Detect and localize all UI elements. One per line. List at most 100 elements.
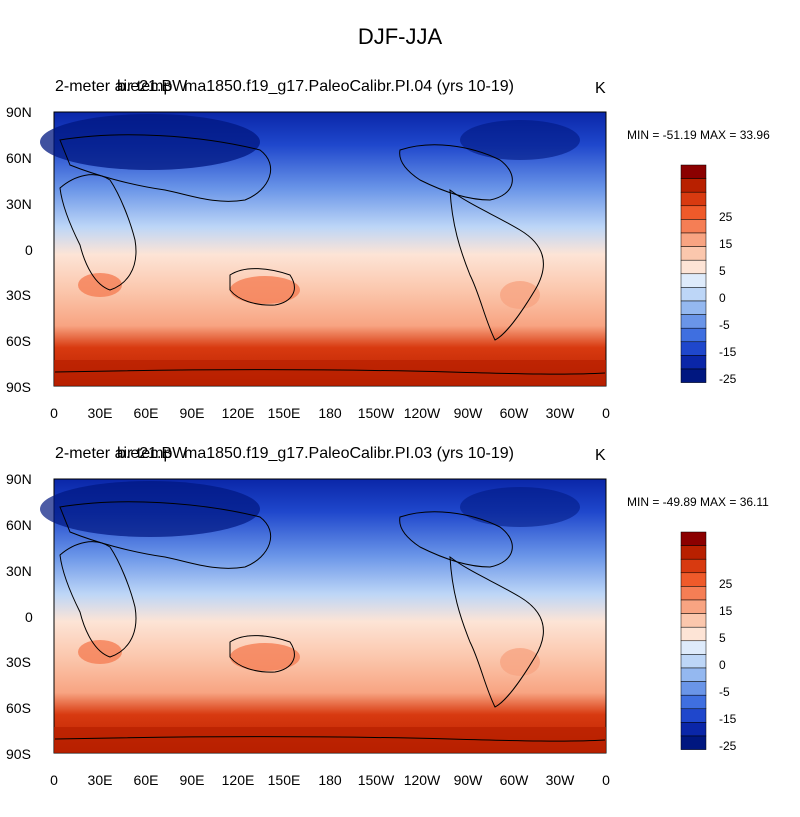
- lat-label: 0: [25, 242, 33, 258]
- colorbar: [680, 531, 707, 750]
- lon-label: 90E: [180, 772, 205, 788]
- lon-label: 150W: [358, 405, 395, 421]
- cold-region-eurasia: [40, 114, 260, 170]
- colorbar-label: 25: [719, 210, 733, 224]
- colorbar-label: 0: [719, 658, 726, 672]
- colorbar-swatch: [680, 273, 707, 288]
- lon-label: 120W: [404, 405, 441, 421]
- colorbar-labels: 25 15 5 0 -5 -15 -25: [719, 210, 737, 386]
- colorbar-swatch: [680, 355, 707, 370]
- lon-label: 30W: [546, 772, 576, 788]
- colorbar-swatch: [680, 246, 707, 261]
- colorbar: [680, 164, 707, 383]
- longitude-axis: 0 30E 60E 90E 120E 150E 180 150W 120W 90…: [50, 772, 610, 788]
- colorbar-swatch: [680, 667, 707, 682]
- colorbar-label: 15: [719, 237, 733, 251]
- colorbar-swatch: [680, 681, 707, 696]
- lon-label: 0: [602, 772, 610, 788]
- colorbar-labels: 25 15 5 0 -5 -15 -25: [719, 577, 737, 753]
- colorbar-swatch: [680, 314, 707, 329]
- colorbar-swatch: [680, 205, 707, 220]
- min-max-label: MIN = -51.19 MAX = 33.96: [627, 128, 770, 142]
- colorbar-swatch: [680, 572, 707, 587]
- longitude-axis: 0 30E 60E 90E 120E 150E 180 150W 120W 90…: [50, 405, 610, 421]
- colorbar-label: 15: [719, 604, 733, 618]
- lon-label: 30E: [88, 772, 113, 788]
- colorbar-label: 5: [719, 631, 726, 645]
- latitude-axis: 90N 60N 30N 0 30S 60S 90S: [6, 104, 33, 395]
- colorbar-label: 0: [719, 291, 726, 305]
- coastlines: [54, 134, 606, 375]
- lon-label: 120E: [222, 772, 255, 788]
- lat-label: 90S: [6, 746, 31, 762]
- lat-label: 30S: [6, 287, 31, 303]
- colorbar-swatch: [680, 694, 707, 710]
- colorbar-swatch: [680, 599, 707, 614]
- lat-label: 30S: [6, 654, 31, 670]
- colorbar-swatch: [680, 640, 707, 655]
- colorbar-swatch: [680, 708, 707, 723]
- warm-region-south-america: [500, 281, 540, 309]
- min-max-label: MIN = -49.89 MAX = 36.11: [627, 495, 769, 509]
- lat-label: 60N: [6, 150, 32, 166]
- colorbar-label: 5: [719, 264, 726, 278]
- lon-label: 150E: [268, 405, 301, 421]
- lon-label: 0: [602, 405, 610, 421]
- colorbar-swatch: [680, 586, 707, 601]
- colorbar-swatch: [680, 531, 707, 546]
- colorbar-label: -5: [719, 318, 730, 332]
- warm-region-south-africa: [78, 273, 122, 297]
- warm-region-australia: [230, 643, 300, 671]
- colorbar-swatch: [680, 626, 707, 642]
- case-label: ma1850.f19_g17.PaleoCalibr.PI.03 (yrs 10…: [184, 445, 514, 462]
- variable-label: 2-meter air temp: [55, 445, 173, 462]
- lat-label: 60N: [6, 517, 32, 533]
- colorbar-swatch: [680, 232, 707, 247]
- temperature-map: 90N 60N 30N 0 30S 60S 90S 0 30E 60E 90E …: [6, 104, 737, 421]
- lon-label: 180: [318, 772, 342, 788]
- colorbar-swatch: [680, 613, 707, 628]
- colorbar-label: 25: [719, 577, 733, 591]
- cold-region-north-america: [460, 487, 580, 527]
- colorbar-swatch: [680, 545, 707, 560]
- colorbar-swatch: [680, 558, 707, 574]
- cold-region-eurasia: [40, 481, 260, 537]
- warm-region-australia: [230, 276, 300, 304]
- lon-label: 0: [50, 405, 58, 421]
- colorbar-swatch: [680, 735, 707, 750]
- lon-label: 90W: [454, 405, 484, 421]
- lon-label: 120E: [222, 405, 255, 421]
- lon-label: 180: [318, 405, 342, 421]
- colorbar-swatch: [680, 327, 707, 343]
- colorbar-swatch: [680, 287, 707, 302]
- warm-region-antarctica: [54, 727, 606, 753]
- colorbar-swatch: [680, 178, 707, 193]
- units-label: K: [595, 80, 606, 97]
- lon-label: 60W: [500, 772, 530, 788]
- colorbar-label: -25: [719, 739, 737, 753]
- cold-region-north-america: [460, 120, 580, 160]
- lon-label: 90E: [180, 405, 205, 421]
- warm-region-antarctica: [54, 360, 606, 386]
- lat-label: 60S: [6, 700, 31, 716]
- map-panel-1: 2-meter air temp b.e21.BW ma1850.f19_g17…: [0, 78, 800, 450]
- case-label: ma1850.f19_g17.PaleoCalibr.PI.04 (yrs 10…: [184, 78, 514, 95]
- warm-region-south-america: [500, 648, 540, 676]
- case-prefix-label: b.e21.BW: [117, 445, 188, 462]
- colorbar-swatch: [680, 259, 707, 275]
- lon-label: 60E: [134, 405, 159, 421]
- colorbar-swatch: [680, 341, 707, 356]
- coastlines: [54, 501, 606, 742]
- colorbar-swatch: [680, 219, 707, 234]
- lat-label: 30N: [6, 196, 32, 212]
- warm-region-south-africa: [78, 640, 122, 664]
- lat-label: 30N: [6, 563, 32, 579]
- colorbar-swatch: [680, 300, 707, 315]
- lon-label: 30E: [88, 405, 113, 421]
- colorbar-swatch: [680, 654, 707, 669]
- colorbar-swatch: [680, 722, 707, 737]
- lon-label: 90W: [454, 772, 484, 788]
- units-label: K: [595, 447, 606, 464]
- colorbar-label: -25: [719, 372, 737, 386]
- lon-label: 60E: [134, 772, 159, 788]
